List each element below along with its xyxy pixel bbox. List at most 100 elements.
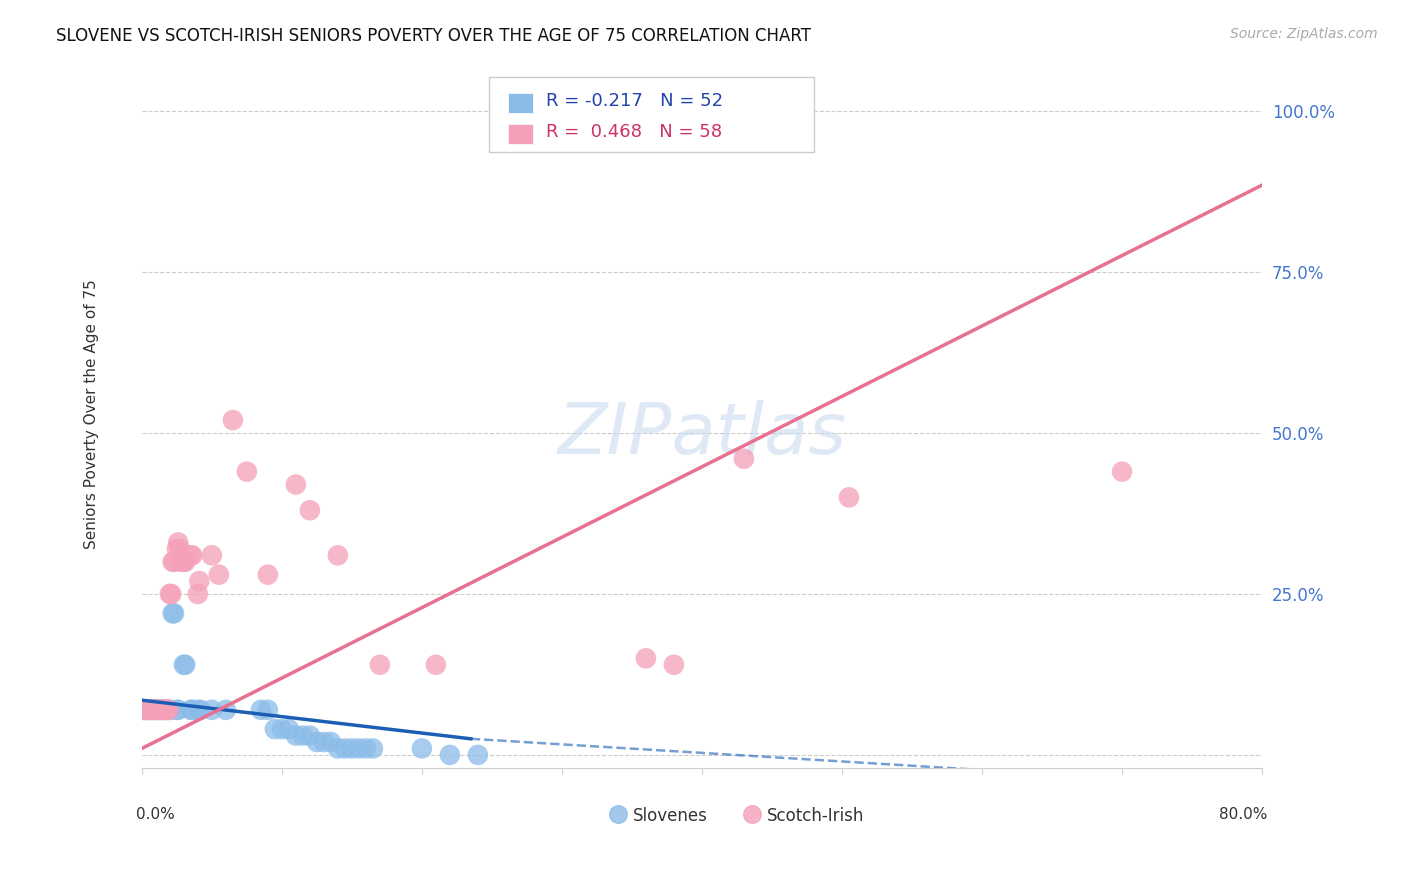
Point xyxy=(134,703,156,717)
Point xyxy=(669,104,692,119)
Point xyxy=(143,703,166,717)
Point xyxy=(333,741,356,756)
Point xyxy=(298,503,321,517)
Point xyxy=(152,703,174,717)
Point xyxy=(153,703,176,717)
Point xyxy=(187,587,209,601)
Point xyxy=(354,741,377,756)
Point xyxy=(136,703,159,717)
Point xyxy=(174,657,197,672)
Point xyxy=(201,549,224,563)
Point xyxy=(150,703,173,717)
Text: Scotch-Irish: Scotch-Irish xyxy=(766,807,865,825)
Point xyxy=(146,703,169,717)
Point xyxy=(138,703,160,717)
Text: ZIPatlas: ZIPatlas xyxy=(557,401,846,469)
Point xyxy=(136,703,159,717)
Point xyxy=(250,703,273,717)
Point xyxy=(305,735,328,749)
Point xyxy=(132,703,155,717)
Point xyxy=(150,703,173,717)
Point xyxy=(190,703,212,717)
Point xyxy=(1111,465,1133,479)
Point xyxy=(181,703,204,717)
Point xyxy=(149,703,172,717)
Point xyxy=(284,729,307,743)
Point xyxy=(180,703,202,717)
Point xyxy=(173,555,195,569)
Point xyxy=(173,657,195,672)
Point xyxy=(725,789,748,804)
Point xyxy=(166,541,188,556)
Point xyxy=(132,703,155,717)
Point xyxy=(142,703,165,717)
Text: Slovenes: Slovenes xyxy=(633,807,707,825)
Point xyxy=(270,722,292,736)
Text: 80.0%: 80.0% xyxy=(1219,806,1268,822)
Point xyxy=(181,549,204,563)
Point xyxy=(139,703,162,717)
Point xyxy=(439,747,461,762)
Text: 0.0%: 0.0% xyxy=(136,806,174,822)
Point xyxy=(662,657,685,672)
Point xyxy=(162,607,184,621)
Point xyxy=(138,703,160,717)
Point xyxy=(167,703,190,717)
Point xyxy=(160,587,183,601)
Point xyxy=(149,703,172,717)
Point xyxy=(153,703,176,717)
Point xyxy=(135,703,157,717)
Point xyxy=(347,741,370,756)
Point xyxy=(641,104,664,119)
Point xyxy=(134,703,156,717)
Point xyxy=(145,703,167,717)
Point xyxy=(340,741,363,756)
Point xyxy=(162,555,184,569)
Point xyxy=(170,555,193,569)
Point xyxy=(145,703,167,717)
Point xyxy=(163,607,186,621)
Point xyxy=(156,703,179,717)
Point xyxy=(613,104,636,119)
Text: R =  0.468   N = 58: R = 0.468 N = 58 xyxy=(546,123,723,141)
Point xyxy=(215,703,238,717)
Point xyxy=(586,104,609,119)
FancyBboxPatch shape xyxy=(508,93,533,113)
Point xyxy=(263,722,285,736)
Point xyxy=(159,587,181,601)
Point xyxy=(143,703,166,717)
Point xyxy=(159,703,181,717)
Point xyxy=(201,703,224,717)
Point xyxy=(236,465,259,479)
Point xyxy=(411,741,433,756)
Point xyxy=(156,703,179,717)
Point xyxy=(277,722,299,736)
Point xyxy=(319,735,342,749)
Text: SLOVENE VS SCOTCH-IRISH SENIORS POVERTY OVER THE AGE OF 75 CORRELATION CHART: SLOVENE VS SCOTCH-IRISH SENIORS POVERTY … xyxy=(56,27,811,45)
Point xyxy=(155,703,177,717)
Point xyxy=(139,703,162,717)
Point xyxy=(180,549,202,563)
Text: Seniors Poverty Over the Age of 75: Seniors Poverty Over the Age of 75 xyxy=(84,279,98,549)
Point xyxy=(152,703,174,717)
Text: R = -0.217   N = 52: R = -0.217 N = 52 xyxy=(546,92,723,110)
Point xyxy=(257,703,280,717)
Text: Source: ZipAtlas.com: Source: ZipAtlas.com xyxy=(1230,27,1378,41)
Point xyxy=(135,703,157,717)
Point xyxy=(257,567,280,582)
Point xyxy=(148,703,170,717)
Point xyxy=(208,567,231,582)
Point xyxy=(169,541,191,556)
Point xyxy=(157,703,180,717)
Point xyxy=(157,703,180,717)
Point xyxy=(163,555,186,569)
Point xyxy=(284,477,307,491)
Point xyxy=(146,703,169,717)
FancyBboxPatch shape xyxy=(489,78,814,152)
Point xyxy=(222,413,245,427)
Point xyxy=(425,657,447,672)
Point xyxy=(838,491,860,505)
Point xyxy=(174,555,197,569)
Point xyxy=(188,574,211,588)
Point xyxy=(634,651,657,665)
